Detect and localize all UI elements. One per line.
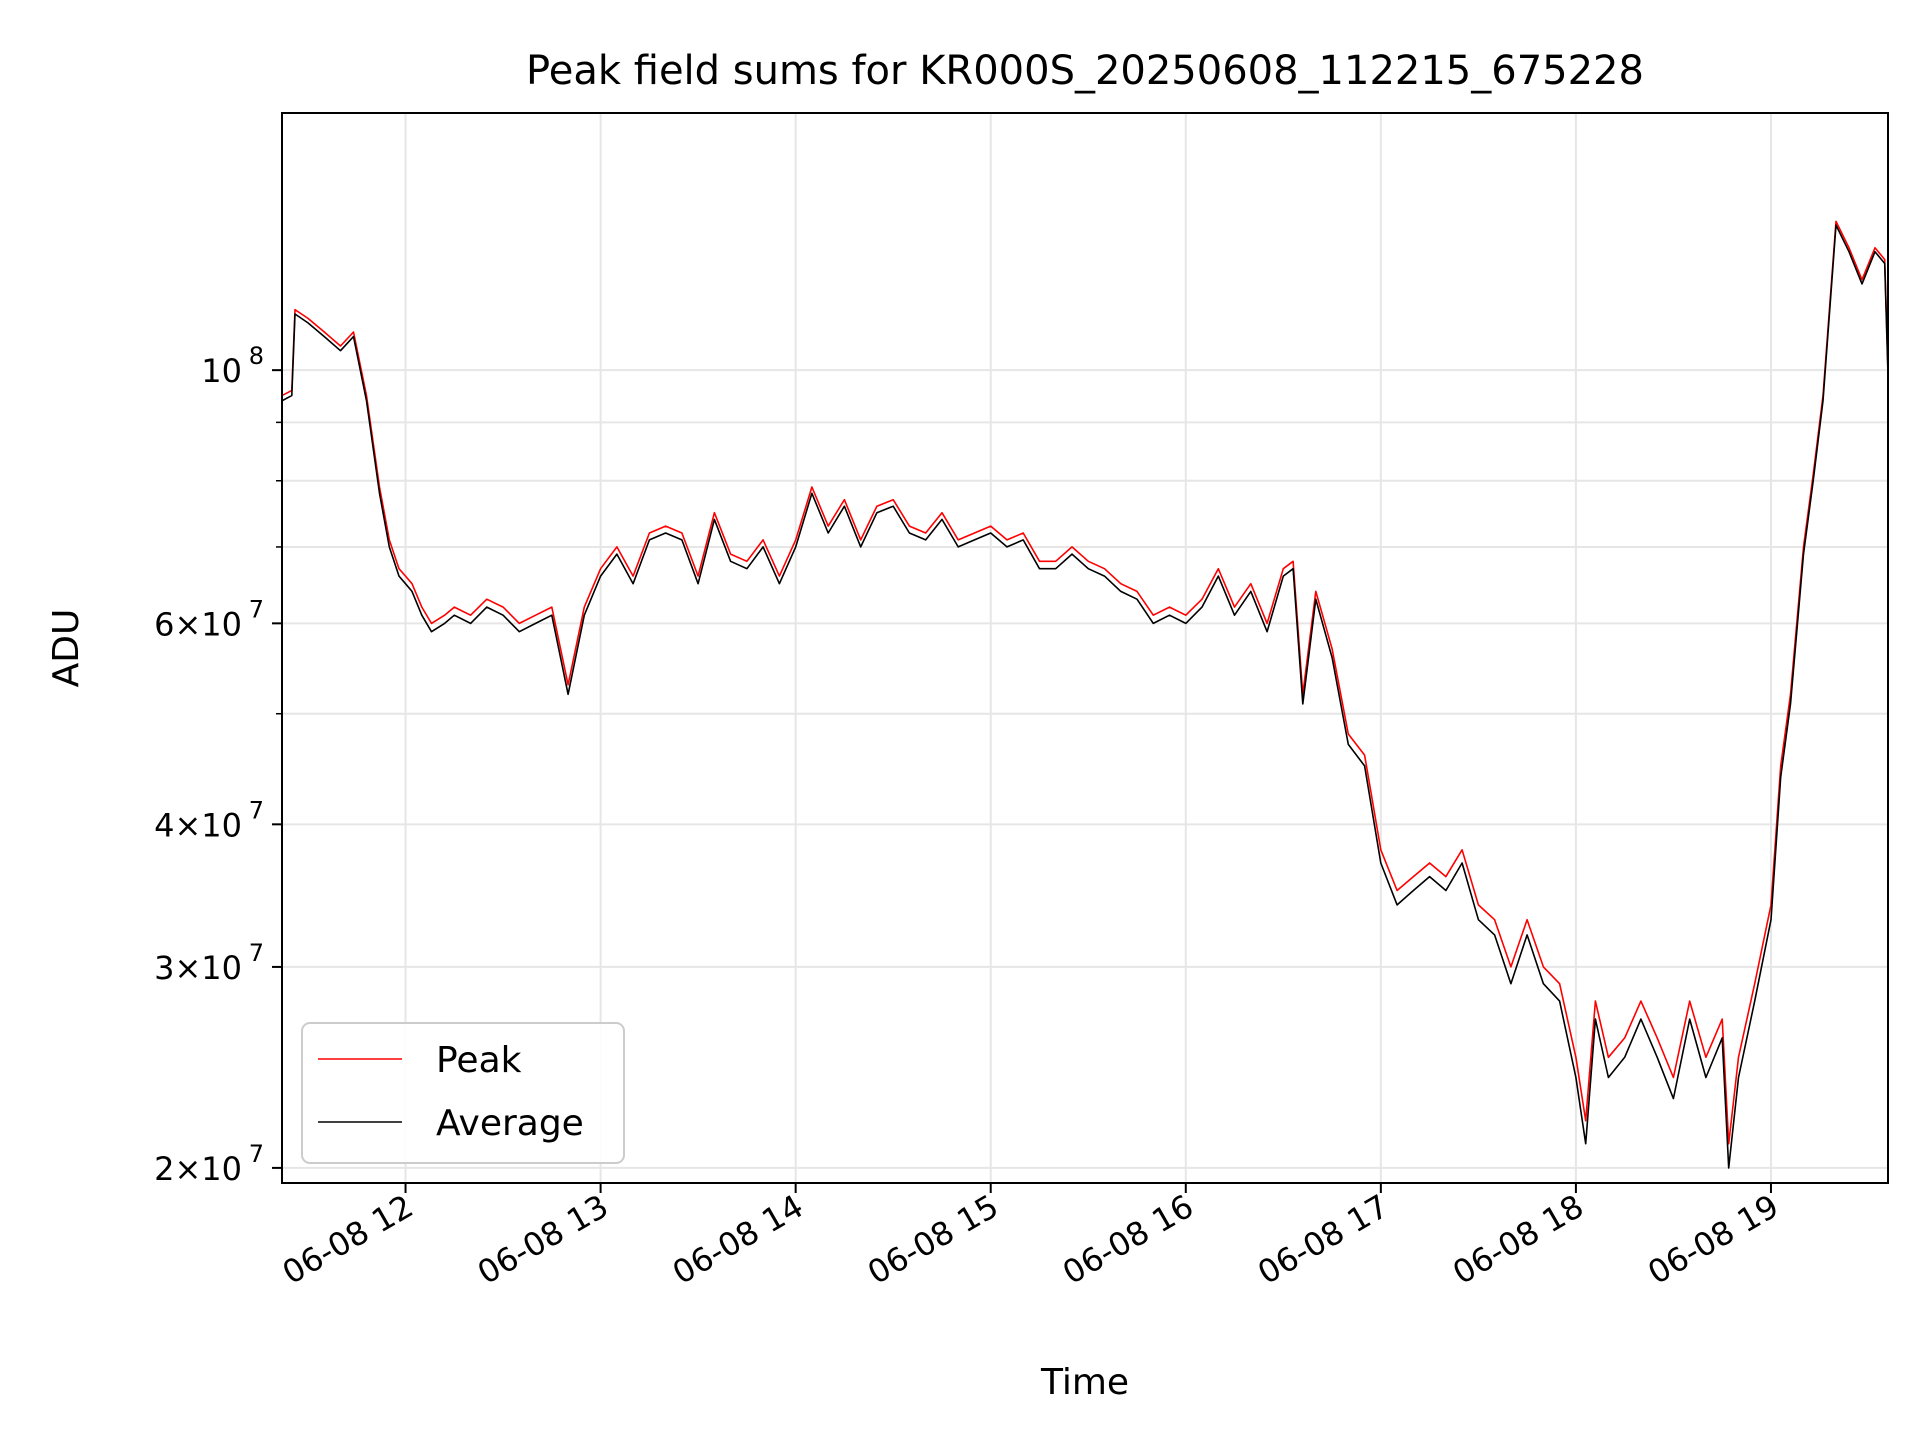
y-tick-label-exponent: 7	[249, 796, 264, 824]
legend-box	[301, 1022, 625, 1164]
series-line-average	[282, 224, 1888, 1169]
y-axis-label: ADU	[46, 609, 87, 688]
plot-series-group	[282, 220, 1888, 1169]
legend: Peak Average	[301, 1022, 625, 1164]
grid-lines	[282, 113, 1888, 1183]
y-tick-label: 6×10	[154, 605, 242, 643]
plot-area-frame	[281, 112, 1889, 1184]
y-tick-label: 10	[201, 352, 242, 390]
y-tick-label: 2×10	[154, 1150, 242, 1188]
y-tick-label: 4×10	[154, 806, 242, 844]
series-line-peak	[282, 220, 1888, 1145]
y-tick-label: 3×10	[154, 949, 242, 987]
legend-label-peak: Peak	[436, 1040, 522, 1081]
y-tick-label-exponent: 8	[249, 342, 264, 370]
x-axis-label: Time	[1040, 1362, 1129, 1403]
chart-title: Peak field sums for KR000S_20250608_1122…	[526, 48, 1644, 94]
legend-label-average: Average	[436, 1103, 584, 1144]
y-tick-label-exponent: 7	[249, 1140, 264, 1168]
y-tick-label-exponent: 7	[249, 939, 264, 967]
y-tick-label-exponent: 7	[249, 595, 264, 623]
